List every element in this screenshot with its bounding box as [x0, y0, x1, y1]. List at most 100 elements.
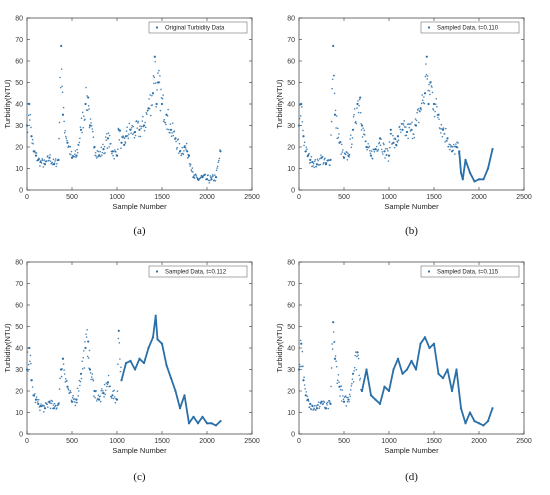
data-point	[319, 158, 321, 160]
data-point	[79, 380, 82, 383]
data-point	[34, 154, 38, 157]
x-tick-label: 2500	[244, 194, 260, 201]
data-point	[120, 366, 122, 369]
data-point	[30, 135, 33, 138]
data-point	[355, 351, 357, 353]
data-point	[187, 156, 190, 158]
data-point	[209, 175, 212, 177]
y-tick-label: 70	[15, 37, 23, 44]
data-point	[28, 346, 31, 350]
data-point	[333, 92, 336, 95]
data-point	[313, 160, 316, 163]
data-point	[169, 131, 171, 134]
x-tick-label: 1500	[426, 438, 442, 445]
data-point	[153, 55, 156, 58]
data-point	[59, 368, 62, 371]
data-point	[74, 404, 77, 407]
data-point	[322, 161, 325, 164]
data-point	[139, 125, 141, 127]
data-point	[88, 126, 91, 129]
data-point	[85, 333, 87, 335]
data-point	[110, 396, 113, 398]
data-point	[95, 389, 97, 392]
data-point	[297, 124, 301, 127]
data-point	[38, 406, 41, 408]
data-point	[411, 137, 414, 140]
data-point	[133, 368, 137, 371]
data-point	[205, 422, 209, 425]
data-point	[431, 86, 433, 88]
data-point	[102, 143, 104, 146]
data-point	[102, 148, 105, 151]
data-point	[304, 388, 306, 390]
data-point	[112, 390, 114, 393]
data-point	[449, 144, 452, 146]
data-point	[146, 113, 148, 115]
data-point	[373, 150, 376, 153]
data-point	[305, 146, 308, 148]
data-point	[315, 409, 317, 411]
data-point	[92, 130, 94, 133]
data-point	[50, 402, 53, 405]
data-point	[389, 146, 391, 149]
y-tick-label: 30	[287, 367, 295, 374]
data-point	[353, 369, 355, 372]
y-tick-label: 50	[15, 324, 23, 331]
data-point	[334, 355, 337, 357]
data-point	[448, 148, 451, 151]
data-point	[39, 165, 41, 167]
data-point	[90, 376, 93, 378]
legend-label: Sampled Data, t=0.110	[437, 26, 499, 32]
data-point	[400, 131, 402, 134]
data-point	[432, 107, 434, 110]
data-point	[76, 387, 79, 390]
data-point	[330, 367, 333, 369]
y-axis-label: Turbidity(NTU)	[3, 323, 12, 372]
data-point	[85, 86, 87, 89]
data-point	[316, 158, 319, 161]
data-point	[365, 140, 367, 142]
data-point	[118, 139, 121, 141]
data-point	[60, 44, 63, 48]
x-tick-label: 1500	[154, 438, 170, 445]
data-point	[187, 422, 191, 425]
data-point	[178, 152, 180, 154]
x-axis-label: Sample Number	[384, 446, 439, 455]
data-point	[380, 148, 383, 151]
data-point	[37, 402, 40, 405]
data-point	[396, 141, 399, 143]
plot-area	[26, 261, 253, 435]
data-point	[330, 134, 332, 136]
x-tick-label: 1500	[426, 194, 442, 201]
data-point	[310, 408, 313, 411]
data-point	[337, 136, 340, 139]
data-point	[76, 148, 78, 151]
data-point	[88, 367, 90, 369]
data-point	[51, 400, 54, 402]
data-point	[175, 140, 177, 143]
x-tick-label: 2000	[199, 194, 215, 201]
data-point	[41, 159, 44, 162]
data-point	[410, 128, 413, 131]
data-point	[108, 134, 111, 137]
data-point	[73, 155, 76, 158]
data-point	[441, 377, 445, 380]
x-tick-label: 500	[338, 438, 350, 445]
x-tick-label: 1500	[154, 194, 170, 201]
data-point	[40, 403, 42, 405]
data-point	[387, 389, 391, 393]
data-point	[160, 102, 164, 106]
data-point	[311, 404, 313, 407]
data-point	[157, 72, 159, 74]
data-point	[407, 137, 409, 140]
data-point	[304, 150, 306, 153]
y-tick-label: 10	[15, 166, 23, 173]
data-point	[208, 182, 211, 184]
data-point	[111, 152, 113, 155]
data-point	[321, 400, 323, 403]
data-point	[360, 389, 364, 393]
data-point	[390, 133, 393, 135]
data-point	[311, 160, 314, 164]
data-point	[91, 128, 94, 130]
data-point	[422, 101, 425, 104]
